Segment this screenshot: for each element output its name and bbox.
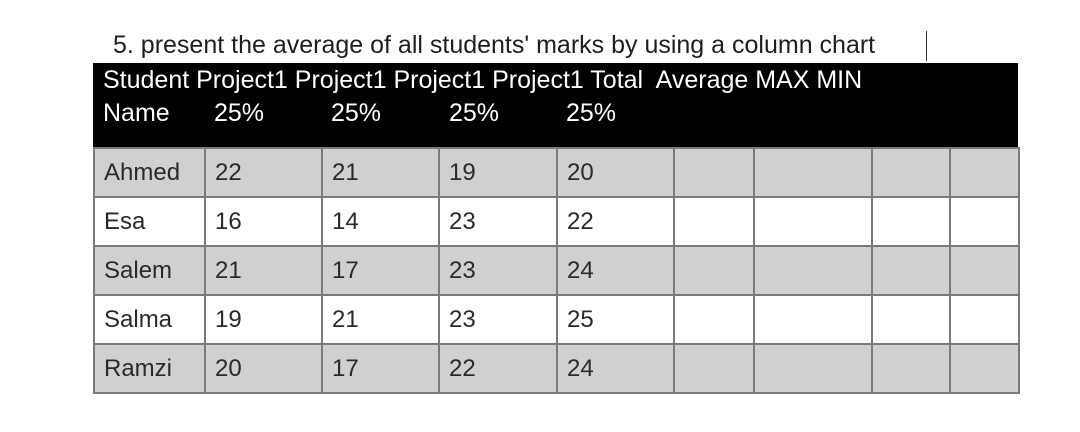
max-cell[interactable]: [871, 343, 951, 394]
table-row: Salem 21 17 23 24: [93, 245, 1020, 296]
average-cell[interactable]: [753, 343, 873, 394]
table-row: Ramzi 20 17 22 24: [93, 343, 1020, 394]
table-row: Salma 19 21 23 25: [93, 294, 1020, 345]
text-cursor: [926, 31, 927, 61]
header-weight-project1: 25%: [214, 99, 265, 127]
average-cell[interactable]: [753, 196, 873, 247]
total-cell[interactable]: [673, 196, 755, 247]
project-mark-cell[interactable]: 16: [204, 196, 323, 247]
max-cell[interactable]: [871, 147, 951, 198]
project-mark-cell[interactable]: 22: [438, 343, 558, 394]
header-weight-project3: 25%: [449, 99, 500, 127]
header-weight-project4: 25%: [566, 99, 617, 127]
table-row: Esa 16 14 23 22: [93, 196, 1020, 247]
marks-table-body: Ahmed 22 21 19 20 Esa 16 14 23 22 Salem 21 17 23 24 Sal…: [93, 147, 1020, 394]
table-row: Ahmed 22 21 19 20: [93, 147, 1020, 198]
project-mark-cell[interactable]: 20: [556, 147, 675, 198]
average-cell[interactable]: [753, 147, 873, 198]
header-weight-project2: 25%: [331, 99, 382, 127]
student-name-cell[interactable]: Ahmed: [93, 147, 206, 198]
min-cell[interactable]: [949, 245, 1020, 296]
min-cell[interactable]: [949, 343, 1020, 394]
student-name-cell[interactable]: Salma: [93, 294, 206, 345]
instruction-text: 5. present the average of all students' …: [113, 31, 876, 59]
total-cell[interactable]: [673, 147, 755, 198]
max-cell[interactable]: [871, 196, 951, 247]
marks-table: Ahmed 22 21 19 20 Esa 16 14 23 22 Salem 21 17 23 24 Sal…: [93, 147, 1020, 394]
min-cell[interactable]: [949, 147, 1020, 198]
project-mark-cell[interactable]: 21: [204, 245, 323, 296]
table-header-band: [93, 63, 1018, 147]
total-cell[interactable]: [673, 343, 755, 394]
max-cell[interactable]: [871, 245, 951, 296]
project-mark-cell[interactable]: 20: [204, 343, 323, 394]
project-mark-cell[interactable]: 19: [204, 294, 323, 345]
project-mark-cell[interactable]: 21: [321, 294, 440, 345]
student-name-cell[interactable]: Ramzi: [93, 343, 206, 394]
student-name-cell[interactable]: Esa: [93, 196, 206, 247]
max-cell[interactable]: [871, 294, 951, 345]
min-cell[interactable]: [949, 294, 1020, 345]
project-mark-cell[interactable]: 24: [556, 343, 675, 394]
project-mark-cell[interactable]: 14: [321, 196, 440, 247]
project-mark-cell[interactable]: 24: [556, 245, 675, 296]
project-mark-cell[interactable]: 22: [556, 196, 675, 247]
project-mark-cell[interactable]: 23: [438, 245, 558, 296]
project-mark-cell[interactable]: 21: [321, 147, 440, 198]
project-mark-cell[interactable]: 17: [321, 245, 440, 296]
project-mark-cell[interactable]: 19: [438, 147, 558, 198]
project-mark-cell[interactable]: 23: [438, 196, 558, 247]
student-name-cell[interactable]: Salem: [93, 245, 206, 296]
project-mark-cell[interactable]: 22: [204, 147, 323, 198]
header-column-titles: Student Project1 Project1 Project1 Proje…: [103, 66, 863, 94]
min-cell[interactable]: [949, 196, 1020, 247]
total-cell[interactable]: [673, 294, 755, 345]
project-mark-cell[interactable]: 23: [438, 294, 558, 345]
average-cell[interactable]: [753, 245, 873, 296]
project-mark-cell[interactable]: 25: [556, 294, 675, 345]
average-cell[interactable]: [753, 294, 873, 345]
total-cell[interactable]: [673, 245, 755, 296]
project-mark-cell[interactable]: 17: [321, 343, 440, 394]
header-name-label: Name: [103, 99, 170, 127]
